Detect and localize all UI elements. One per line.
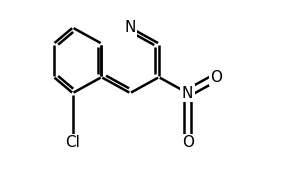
Text: N: N: [182, 85, 193, 101]
Text: O: O: [210, 70, 222, 85]
Text: N: N: [124, 20, 136, 35]
Text: O: O: [182, 135, 194, 150]
Text: Cl: Cl: [65, 135, 80, 150]
